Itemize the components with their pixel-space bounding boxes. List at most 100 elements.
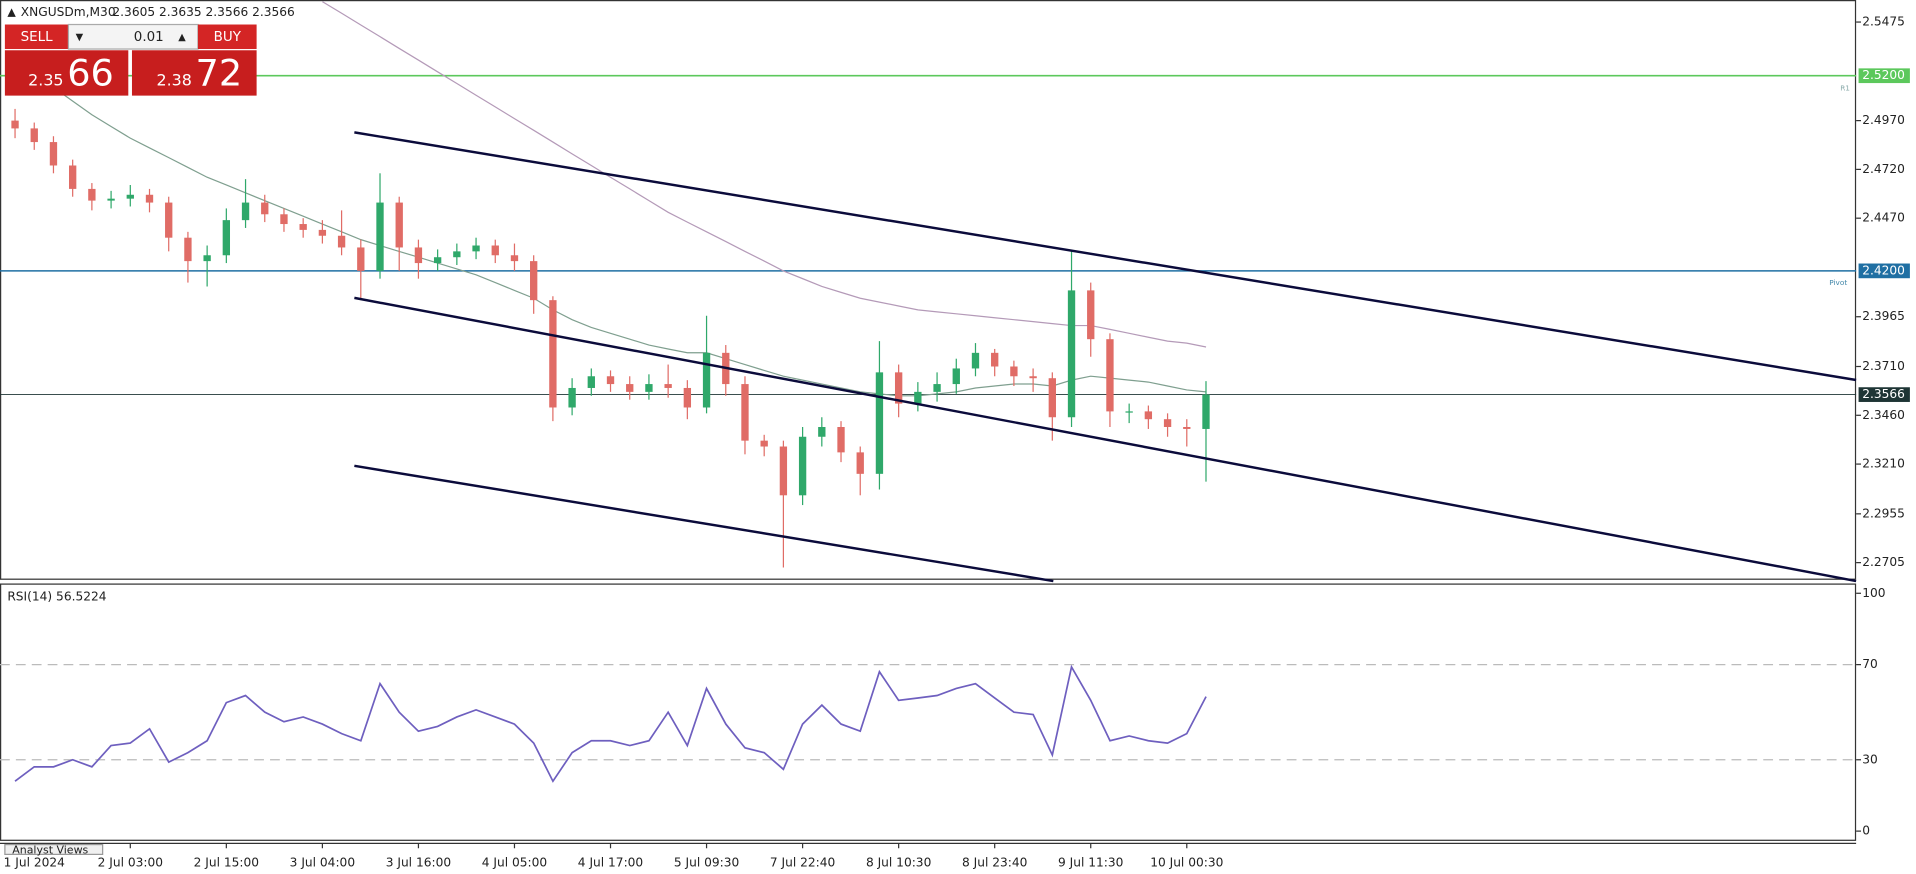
sell-text: SELL [21, 30, 53, 45]
candle-body [683, 387, 692, 408]
candle-body [261, 202, 269, 215]
triangle: ▲ [7, 5, 16, 18]
y-tick-label: 2.2705 [1862, 555, 1905, 569]
candle-body [69, 165, 77, 189]
candle-body [280, 214, 288, 225]
lot-field[interactable] [67, 23, 199, 50]
x-tick-label: 9 Jul 11:30 [1058, 855, 1123, 869]
rsi-tick-label: 100 [1862, 586, 1885, 600]
level-tag [1858, 68, 1910, 84]
level-tag [1858, 387, 1910, 402]
candle-body [510, 255, 519, 262]
candle-body [299, 224, 307, 230]
candle-body [818, 426, 826, 437]
rsi-tick-label: 70 [1862, 657, 1878, 671]
analyst-tab-text: Analyst Views [12, 844, 88, 857]
channel-line [354, 296, 1857, 583]
candle-body [645, 384, 653, 392]
candle-body [1067, 290, 1076, 418]
y-tick-label: 2.4720 [1862, 162, 1905, 176]
candle-body [433, 257, 442, 264]
candle-body [145, 194, 154, 203]
candle-body [184, 237, 192, 262]
candle-body [837, 426, 845, 453]
y-tick-label: 2.2955 [1862, 506, 1905, 520]
ask-box[interactable] [131, 50, 257, 96]
candle-body [587, 376, 595, 388]
rsi-label: RSI(14) 56.5224 [7, 589, 106, 603]
x-tick-label: 2 Jul 15:00 [194, 855, 259, 869]
rsi-tick-label: 0 [1862, 824, 1870, 838]
lot-up[interactable]: ▲ [178, 32, 186, 43]
candle-body [1087, 290, 1095, 340]
candle-body [1163, 419, 1172, 427]
candle-body [222, 220, 231, 256]
candle-body [530, 261, 538, 301]
candle-body [107, 198, 115, 201]
level-label: 2.5200 [1862, 68, 1905, 82]
candle-body [626, 384, 634, 392]
moving-average [14, 55, 1207, 397]
candle-body [414, 247, 423, 264]
candle-body [453, 251, 461, 258]
candle-body [875, 372, 884, 474]
y-tick-label: 2.3965 [1862, 309, 1905, 323]
x-tick-label: 1 Jul 2024 [4, 855, 66, 869]
candle-body [376, 202, 384, 271]
candle-body [318, 229, 327, 236]
level-label: 2.4200 [1862, 263, 1905, 277]
candle-body [606, 376, 615, 385]
candle-body [165, 202, 173, 238]
candle-body [11, 120, 19, 129]
trade-ui: ▲ XNGUSDm,M30 2.3605 2.3635 2.3566 2.356… [4, 5, 295, 96]
bid-big: 66 [67, 51, 114, 94]
candle-body [894, 372, 903, 404]
candle-body [1144, 411, 1153, 420]
candle-body [798, 436, 807, 496]
candle-body [971, 352, 980, 369]
analyst-tab[interactable] [4, 843, 104, 855]
bid-box[interactable] [4, 50, 129, 96]
r1-label: R1 [1840, 83, 1850, 92]
candle-body [337, 235, 346, 248]
x-tick-label: 4 Jul 05:00 [482, 855, 547, 869]
y-tick-label: 2.4470 [1862, 211, 1905, 225]
pivot-label: Pivot [1829, 278, 1847, 287]
x-tick-label: 3 Jul 16:00 [386, 855, 451, 869]
candle-body [779, 446, 788, 496]
candle-body [914, 391, 922, 404]
candle-body [241, 202, 250, 221]
y-tick-label: 2.5475 [1862, 15, 1905, 29]
symbol: XNGUSDm,M30 [21, 5, 116, 19]
buy-button[interactable] [197, 24, 257, 50]
candle-body [30, 128, 38, 143]
level-label: 2.3566 [1862, 387, 1905, 401]
candle-body [203, 255, 211, 262]
ask-prefix: 2.38 [156, 70, 191, 89]
main-frame [0, 0, 1857, 580]
y-tick-label: 2.4970 [1862, 113, 1905, 127]
candle-body [1029, 376, 1037, 379]
x-tick-label: 5 Jul 09:30 [674, 855, 739, 869]
candle-body [549, 300, 557, 408]
channel-line [354, 464, 1054, 583]
candle-body [1106, 339, 1114, 412]
rsi-line [14, 664, 1207, 783]
sell-button[interactable] [4, 24, 69, 50]
level-tag [1858, 263, 1910, 279]
x-tick-label: 8 Jul 10:30 [866, 855, 931, 869]
y-tick-label: 2.3460 [1862, 408, 1905, 422]
x-tick-label: 7 Jul 22:40 [770, 855, 835, 869]
candle-body [856, 452, 864, 474]
x-tick-label: 3 Jul 04:00 [290, 855, 355, 869]
lot-value: 0.01 [134, 30, 164, 45]
candle-body [49, 142, 58, 166]
candle-body [1048, 378, 1056, 418]
ask-big: 72 [196, 51, 243, 94]
lot-down[interactable]: ▼ [76, 32, 84, 43]
candle-body [702, 352, 711, 408]
rsi-tick-label: 30 [1862, 752, 1878, 766]
